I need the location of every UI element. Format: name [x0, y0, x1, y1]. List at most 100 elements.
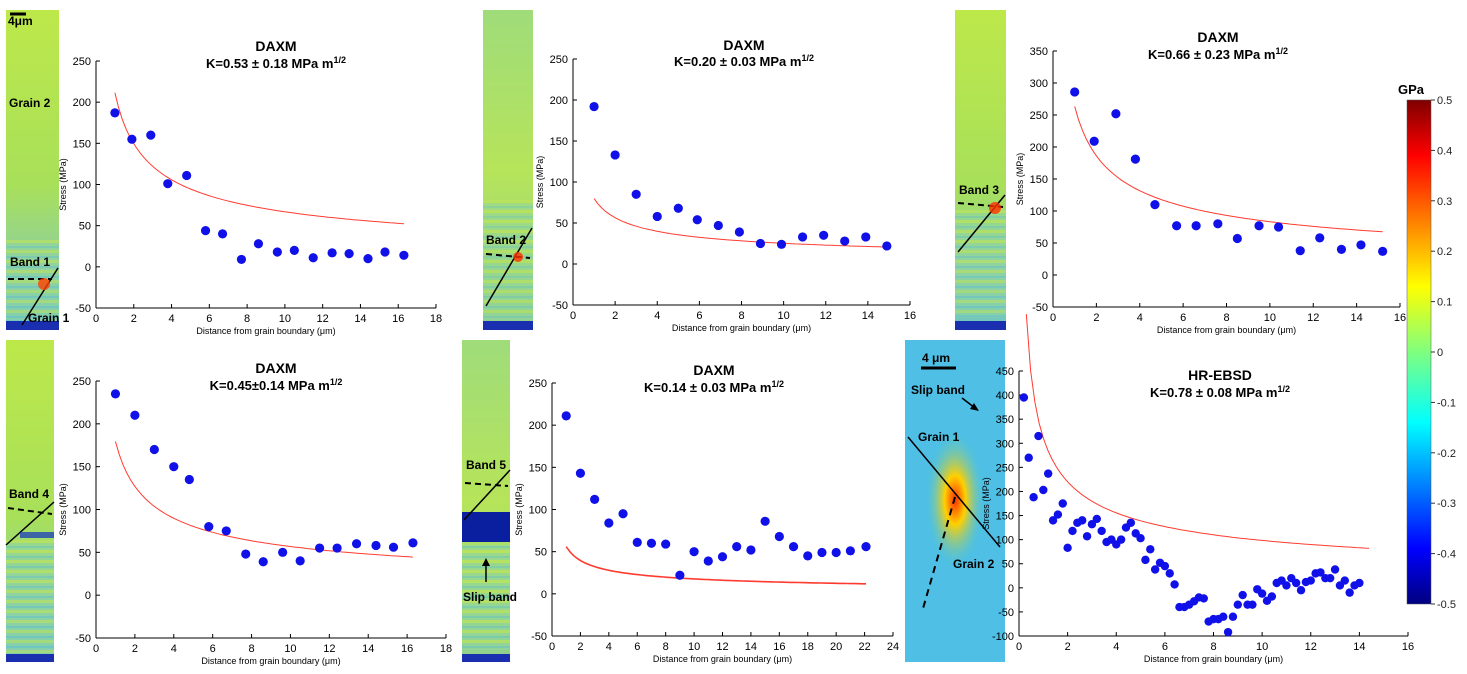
data-point [1092, 514, 1102, 524]
y-tick-label: 150 [73, 138, 91, 150]
x-tick-label: 4 [1137, 312, 1143, 324]
data-point [1126, 518, 1136, 527]
x-tick-label: 2 [132, 643, 138, 655]
x-tick-label: 12 [323, 643, 335, 655]
colorbar-tick-label: -0.4 [1437, 549, 1456, 561]
colorbar-tick-label: 0.2 [1437, 246, 1452, 258]
x-tick-label: 18 [440, 643, 452, 655]
data-point [221, 526, 231, 536]
x-tick-label: 8 [738, 310, 744, 322]
x-tick-label: 8 [244, 313, 250, 325]
data-point [1199, 594, 1208, 603]
data-point [797, 232, 808, 242]
x-axis-label: Distance from grain boundary (μm) [672, 323, 811, 333]
data-point [272, 247, 282, 257]
data-point [845, 546, 855, 556]
data-point [1136, 533, 1145, 543]
map-label: Grain 2 [953, 557, 995, 571]
colorbar-tick-label: -0.3 [1437, 498, 1456, 510]
x-tick-label: 16 [1402, 641, 1414, 653]
y-tick-label: -100 [992, 631, 1014, 643]
y-tick-label: 350 [996, 414, 1014, 426]
y-tick-label: 450 [996, 366, 1014, 378]
band-trace [485, 253, 531, 259]
colorbar: GPa 0.5 0.4 0.3 0.2 0.1 0 -0.1 -0.2 -0.3 -0.4 -0.5 [1398, 82, 1456, 611]
map-label: Band 3 [959, 183, 999, 197]
y-tick-label: 250 [73, 56, 91, 68]
data-point [182, 170, 192, 181]
x-tick-label: 0 [570, 310, 576, 322]
data-point [1273, 222, 1284, 232]
chart-title: DAXM [255, 38, 296, 54]
x-tick-label: 8 [663, 641, 669, 653]
x-tick-label: 10 [778, 310, 790, 322]
x-tick-label: 22 [858, 641, 870, 653]
y-tick-label: 100 [996, 535, 1014, 547]
chart-subtitle: K=0.20 ± 0.03 MPa m1/2 [674, 53, 814, 69]
y-axis-label: Stress (MPa) [1015, 153, 1025, 206]
colorbar-tick-label: 0.3 [1437, 196, 1452, 208]
x-tick-label: 12 [716, 641, 728, 653]
data-point [399, 250, 409, 260]
data-point [1024, 453, 1033, 462]
fit-curve [114, 92, 404, 225]
colorbar-ticks: 0.5 0.4 0.3 0.2 0.1 0 -0.1 -0.2 -0.3 -0.4 -0.5 [1431, 95, 1456, 611]
band-trace [7, 507, 53, 515]
x-tick-label: 8 [248, 643, 254, 655]
colorbar-tick-label: 0.4 [1437, 145, 1452, 157]
data-point [661, 539, 671, 549]
data-point [388, 542, 399, 552]
map-label: Band 5 [466, 458, 506, 472]
data-point [315, 543, 325, 553]
map-label: Band 4 [9, 487, 49, 501]
map-label: Band 2 [486, 233, 526, 247]
data-point [788, 542, 799, 552]
fit-curve [565, 546, 866, 585]
x-tick-label: 2 [131, 313, 137, 325]
data-point [1078, 516, 1087, 525]
data-point [689, 547, 699, 557]
y-tick-label: 0 [562, 259, 568, 271]
grain-boundary-line [463, 469, 511, 521]
data-point [363, 254, 373, 264]
data-point [1248, 600, 1257, 609]
strain-map-4: Band 4 [5, 340, 55, 662]
data-point [776, 239, 787, 249]
data-point [1019, 393, 1029, 402]
data-point [734, 227, 744, 237]
data-point [1058, 499, 1067, 508]
data-point [327, 248, 337, 258]
map-label: Slip band [463, 590, 517, 604]
data-point [1316, 568, 1325, 577]
y-tick-label: -50 [75, 633, 91, 645]
y-tick-label: 0 [541, 589, 547, 601]
y-tick-label: 0 [1008, 583, 1014, 595]
x-tick-label: 6 [210, 643, 216, 655]
grain-boundary-line [5, 501, 55, 546]
data-point [408, 538, 418, 548]
x-tick-label: 12 [1305, 641, 1317, 653]
data-point [295, 556, 305, 566]
data-point [861, 542, 871, 552]
data-point [1306, 576, 1315, 585]
data-point [1355, 578, 1364, 588]
data-point [1116, 535, 1126, 544]
data-point [819, 230, 829, 240]
data-point [1172, 221, 1182, 231]
chart-title: DAXM [693, 362, 734, 378]
x-tick-label: 6 [206, 313, 212, 325]
chart-title: DAXM [1197, 29, 1238, 45]
map-label: 4μm [8, 14, 33, 28]
y-axis-label: Stress (MPa) [58, 158, 68, 211]
y-axis-label: Stress (MPa) [58, 483, 68, 536]
x-tick-label: 10 [1256, 641, 1268, 653]
data-point [610, 150, 620, 160]
y-tick-label: 200 [73, 419, 91, 431]
y-tick-label: 0 [85, 590, 91, 602]
y-tick-label: 150 [996, 511, 1014, 523]
chart-title: HR-EBSD [1188, 367, 1252, 383]
y-tick-label: 250 [529, 378, 547, 390]
y-tick-label: -50 [75, 303, 91, 315]
